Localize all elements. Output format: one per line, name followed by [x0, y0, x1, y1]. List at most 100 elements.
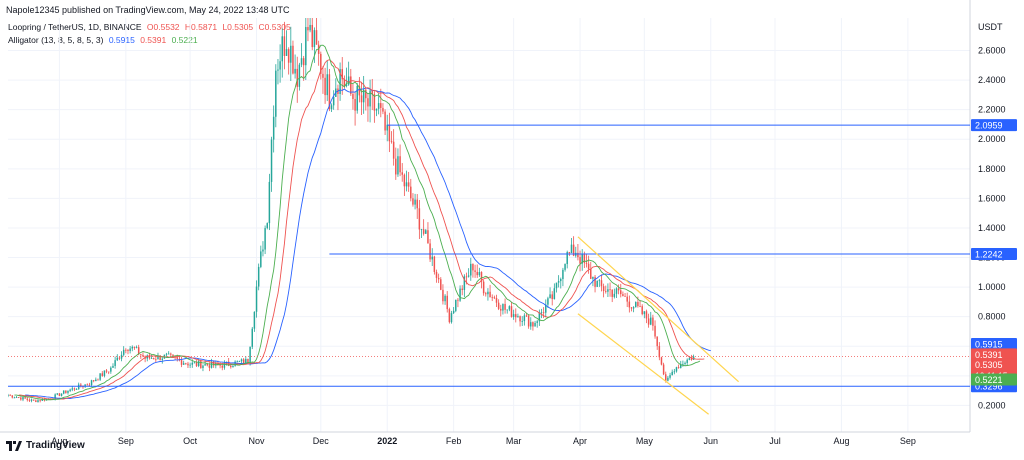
x-tick-label: Apr — [573, 436, 587, 446]
tradingview-logo-icon — [6, 440, 22, 451]
candle-body — [189, 364, 191, 366]
candle-body — [536, 321, 538, 323]
candle-body — [686, 359, 688, 363]
hline-axis-label: 0.3296 — [975, 382, 1003, 392]
candle-body — [624, 295, 626, 297]
candle-body — [403, 174, 406, 187]
candle-body — [330, 105, 333, 110]
candle-body — [352, 93, 354, 100]
indicator-legend: Alligator (13, 8, 5, 8, 5, 3) 0.5915 0.5… — [8, 35, 198, 45]
candle-body — [204, 364, 206, 366]
alligator-label[interactable]: Alligator (13, 8, 5, 8, 5, 3) — [8, 35, 104, 45]
candle-body — [519, 316, 521, 322]
candle-body — [80, 384, 82, 387]
candle-body — [517, 316, 519, 318]
candle-body — [555, 282, 558, 289]
candle-body — [433, 256, 436, 272]
candle-body — [309, 24, 311, 31]
candle-body — [652, 317, 654, 326]
symbol-name[interactable]: Loopring / TetherUS, 1D, BINANCE — [8, 22, 142, 32]
candle-body — [587, 263, 590, 269]
y-tick-label: 1.0000 — [978, 282, 1006, 292]
candle-body — [583, 253, 586, 263]
candle-body — [182, 363, 185, 365]
price-axis-label: 0.5221 — [975, 375, 1003, 385]
candle-body — [572, 244, 575, 256]
candle-body — [200, 361, 202, 368]
candle-body — [557, 281, 560, 283]
candle-body — [461, 288, 463, 290]
candle-body — [435, 271, 438, 278]
candle-body — [122, 349, 125, 355]
x-tick-label: Jul — [769, 436, 781, 446]
y-tick-label: 0.2000 — [978, 400, 1006, 410]
candle-body — [170, 353, 172, 355]
candle-body — [418, 208, 421, 230]
candle-body — [185, 363, 187, 365]
candle-body — [332, 96, 335, 106]
candle-body — [630, 307, 633, 309]
candle-body — [581, 253, 583, 264]
candle-body — [617, 288, 620, 291]
candle-body — [525, 315, 528, 317]
candle-body — [125, 349, 127, 351]
y-tick-label: 1.8000 — [978, 164, 1006, 174]
candle-body — [223, 362, 226, 368]
candle-body — [26, 398, 29, 400]
candle-body — [662, 364, 665, 375]
candle-body — [341, 69, 343, 80]
candle-body — [326, 74, 328, 96]
candle-body — [262, 249, 264, 252]
candle-body — [165, 353, 168, 355]
candle-body — [88, 384, 91, 386]
candle-body — [455, 299, 457, 311]
candle-body — [369, 90, 371, 107]
x-tick-label: Feb — [446, 436, 462, 446]
candle-body — [527, 315, 530, 327]
candle-body — [266, 223, 268, 229]
candle-body — [457, 299, 459, 301]
candle-body — [675, 367, 678, 372]
candle-body — [251, 328, 253, 347]
candle-body — [97, 379, 99, 381]
candle-body — [212, 361, 215, 366]
candle-body — [129, 348, 131, 351]
candle-body — [420, 229, 423, 231]
candle-body — [412, 198, 414, 205]
candle-body — [315, 30, 318, 45]
candle-body — [191, 362, 194, 365]
candle-body — [397, 156, 399, 175]
candle-body — [54, 394, 56, 399]
candle-body — [680, 364, 682, 368]
price-axis-label: 0.5305 — [975, 360, 1003, 370]
candle-body — [152, 358, 155, 360]
candle-body — [650, 317, 652, 325]
candle-body — [73, 388, 76, 390]
candle-body — [238, 361, 241, 363]
hline-axis-label-bg — [971, 119, 1017, 132]
candle-body — [110, 367, 112, 372]
candle-body — [206, 364, 209, 366]
candle-body — [422, 229, 425, 234]
candle-body — [467, 275, 470, 277]
candle-body — [277, 69, 279, 71]
x-tick-label: Sep — [118, 436, 134, 446]
candle-body — [15, 397, 18, 399]
candle-body — [377, 103, 380, 109]
candle-body — [615, 288, 618, 294]
x-tick-label: May — [636, 436, 654, 446]
candle-body — [523, 315, 526, 322]
candle-body — [628, 301, 631, 308]
candle-body — [92, 380, 95, 382]
candle-body — [448, 309, 451, 323]
candle-body — [607, 289, 609, 292]
candle-body — [167, 353, 170, 355]
candle-body — [605, 291, 607, 292]
candle-body — [688, 358, 691, 360]
candle-body — [219, 364, 221, 366]
candle-body — [133, 346, 136, 348]
candle-body — [339, 69, 341, 94]
candle-body — [380, 103, 382, 108]
candle-body — [69, 389, 71, 391]
